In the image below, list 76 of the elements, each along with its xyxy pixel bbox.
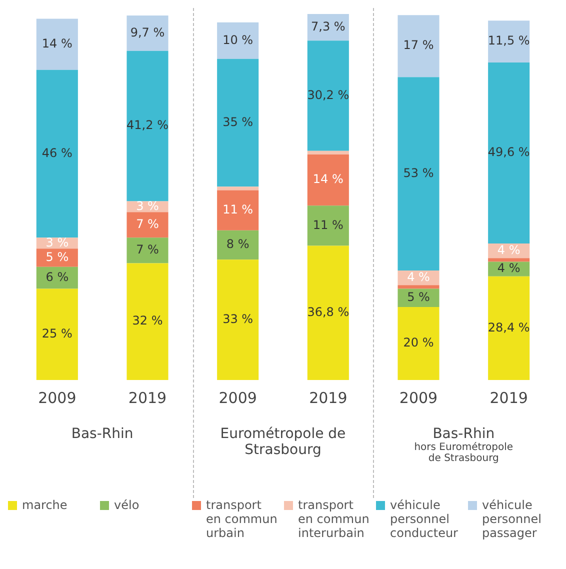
legend-label: véhicule personnel passager — [482, 498, 542, 540]
data-label: 41,2 % — [126, 118, 168, 132]
bar — [36, 18, 78, 70]
data-label: 5 % — [46, 250, 69, 264]
data-label: 25 % — [42, 326, 72, 341]
data-label: 20 % — [403, 336, 434, 350]
bar — [398, 285, 440, 289]
data-label: 9,7 % — [130, 25, 165, 40]
data-label: 35 % — [222, 114, 254, 129]
bar — [488, 20, 530, 63]
text: Bas-Rhin hors Eurométropole de Strasbourg — [413, 426, 514, 464]
data-label: 7 % — [136, 217, 159, 232]
text: Bas-Rhin — [70, 426, 134, 442]
bar — [307, 246, 349, 380]
data-label: 4 % — [407, 270, 430, 284]
bar — [307, 154, 349, 206]
text: Eurométropole de Strasbourg — [219, 426, 347, 458]
data-label: 28,4 % — [488, 320, 530, 334]
data-label: 4 % — [497, 261, 520, 276]
x-tick-label: 2009 — [38, 388, 76, 407]
legend-label: vélo — [114, 498, 140, 512]
data-label: 33 % — [222, 312, 254, 326]
bar — [126, 15, 168, 51]
bar — [217, 230, 259, 260]
data-label: 53 % — [403, 166, 434, 180]
data-label: 30,2 % — [307, 88, 350, 102]
x-tick-label: 2019 — [128, 388, 167, 407]
bar — [488, 62, 530, 244]
legend-label: marche — [22, 498, 68, 512]
bar — [36, 266, 78, 289]
bar — [126, 263, 168, 380]
x-tick-label: 2019 — [309, 388, 348, 407]
data-label: 49,6 % — [488, 145, 530, 160]
bar — [217, 190, 259, 230]
bar — [126, 50, 168, 202]
legend-label: transport en commun urbain — [206, 498, 278, 540]
x-tick-label: 2019 — [490, 388, 528, 407]
legend-label: véhicule personnel conducteur — [390, 498, 459, 540]
bar — [36, 248, 78, 267]
bar — [36, 70, 78, 238]
data-label: 10 % — [222, 32, 254, 47]
data-label: 32 % — [132, 314, 163, 328]
bar — [398, 307, 440, 380]
data-label: 11 % — [222, 202, 254, 216]
data-label: 14 % — [312, 172, 344, 186]
bar — [217, 58, 259, 187]
data-label: 4 % — [497, 242, 520, 257]
data-label: 7 % — [136, 242, 159, 257]
data-label: 5 % — [407, 290, 430, 304]
data-label: 36,8 % — [307, 304, 350, 319]
bar — [488, 258, 530, 262]
data-label: 14 % — [42, 36, 72, 50]
data-label: 46 % — [42, 146, 72, 160]
data-label: 8 % — [226, 237, 250, 252]
legend-label: transport en commun interurbain — [298, 498, 370, 540]
bar — [307, 206, 349, 246]
bar — [36, 288, 78, 380]
data-label: 6 % — [46, 270, 69, 284]
data-label: 7,3 % — [311, 19, 346, 34]
data-label: 17 % — [403, 38, 434, 52]
bar — [217, 22, 259, 59]
bar — [126, 212, 168, 238]
bar — [398, 15, 440, 78]
bar — [398, 77, 440, 271]
data-label: 3 % — [136, 198, 159, 213]
data-label: 3 % — [46, 235, 69, 250]
data-label: 11 % — [312, 218, 344, 232]
bar — [307, 150, 349, 154]
x-tick-label: 2009 — [218, 388, 257, 407]
bar — [217, 186, 259, 190]
x-tick-label: 2009 — [399, 388, 438, 407]
data-label: 11,5 % — [488, 34, 530, 48]
bar — [307, 40, 349, 151]
bar — [217, 260, 259, 380]
bar — [126, 238, 168, 264]
bar — [488, 276, 530, 380]
